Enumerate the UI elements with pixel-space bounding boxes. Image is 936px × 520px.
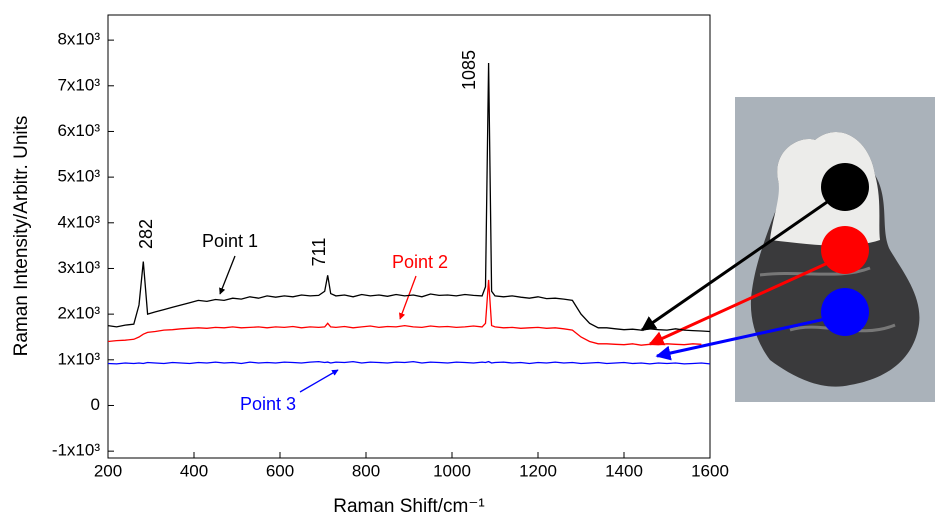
y-tick-label: 2x10³ (57, 304, 100, 323)
x-tick-label: 1000 (433, 461, 471, 480)
series-label: Point 1 (202, 231, 258, 251)
y-tick-label: 8x10³ (57, 30, 100, 49)
annotation-arrow (299, 369, 339, 393)
x-tick-label: 1200 (519, 461, 557, 480)
x-tick-label: 1400 (605, 461, 643, 480)
photo (640, 97, 935, 402)
series-label: Point 3 (240, 394, 296, 414)
y-axis-label: Raman Intensity/Arbitr. Units (11, 116, 32, 357)
series-line (107, 62, 711, 333)
peak-label: 711 (309, 238, 329, 267)
series-line (107, 279, 702, 346)
y-tick-label: 3x10³ (57, 258, 100, 277)
x-axis-label: Raman Shift/cm⁻¹ (333, 496, 485, 517)
x-tick-label: 1600 (691, 461, 729, 480)
y-tick-label: 1x10³ (57, 349, 100, 368)
peak-label: 282 (136, 219, 156, 249)
y-tick-label: -1x10³ (52, 441, 101, 460)
y-tick-label: 4x10³ (57, 212, 100, 231)
y-tick-label: 5x10³ (57, 167, 100, 186)
y-tick-label: 6x10³ (57, 121, 100, 140)
y-tick-label: 7x10³ (57, 75, 100, 94)
annotation-arrow (398, 275, 417, 320)
series-line (107, 360, 711, 365)
peak-label: 1085 (459, 50, 479, 90)
x-tick-label: 600 (266, 461, 294, 480)
x-tick-label: 200 (94, 461, 122, 480)
y-tick-label: 0 (91, 395, 100, 414)
plot-frame (107, 14, 711, 459)
x-tick-label: 400 (180, 461, 208, 480)
annotation-arrow (219, 255, 236, 295)
series-label: Point 2 (392, 252, 448, 272)
x-tick-label: 800 (352, 461, 380, 480)
